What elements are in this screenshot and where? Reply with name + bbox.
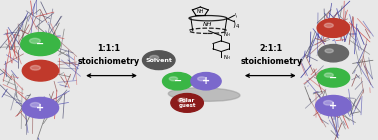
Text: N$_{\mathregular{H}}$: N$_{\mathregular{H}}$ bbox=[223, 30, 231, 39]
Ellipse shape bbox=[21, 33, 60, 56]
Ellipse shape bbox=[168, 88, 240, 101]
Text: −: − bbox=[174, 76, 182, 86]
Text: 2:1:1: 2:1:1 bbox=[260, 44, 283, 53]
Ellipse shape bbox=[169, 77, 178, 81]
Ellipse shape bbox=[22, 60, 59, 81]
Text: −: − bbox=[36, 39, 45, 49]
Ellipse shape bbox=[324, 73, 333, 77]
Text: N$_{\mathregular{H}}$: N$_{\mathregular{H}}$ bbox=[223, 53, 231, 62]
Ellipse shape bbox=[150, 55, 159, 60]
Text: NH: NH bbox=[197, 9, 204, 14]
Text: −: − bbox=[329, 73, 338, 83]
Ellipse shape bbox=[198, 77, 206, 81]
Ellipse shape bbox=[318, 45, 349, 62]
Ellipse shape bbox=[316, 95, 351, 116]
Text: NH: NH bbox=[203, 22, 212, 27]
Text: +: + bbox=[202, 76, 210, 86]
Text: $)_4$: $)_4$ bbox=[232, 18, 240, 31]
Ellipse shape bbox=[325, 49, 333, 53]
Ellipse shape bbox=[317, 68, 350, 87]
Ellipse shape bbox=[22, 97, 59, 118]
Ellipse shape bbox=[30, 66, 40, 70]
Ellipse shape bbox=[30, 103, 40, 107]
Ellipse shape bbox=[191, 73, 221, 90]
Text: +: + bbox=[36, 103, 45, 113]
Text: stoichiometry: stoichiometry bbox=[78, 57, 140, 66]
Ellipse shape bbox=[317, 19, 350, 37]
Ellipse shape bbox=[324, 23, 333, 27]
Ellipse shape bbox=[163, 73, 193, 90]
Text: +: + bbox=[329, 101, 338, 111]
Text: $\backslash$: $\backslash$ bbox=[234, 11, 238, 19]
Text: 1:1:1: 1:1:1 bbox=[98, 44, 120, 53]
Ellipse shape bbox=[29, 38, 40, 43]
Ellipse shape bbox=[143, 51, 175, 70]
Ellipse shape bbox=[178, 98, 187, 102]
Ellipse shape bbox=[324, 101, 333, 105]
Text: stoichiometry: stoichiometry bbox=[240, 57, 302, 66]
Text: Polar
guest: Polar guest bbox=[178, 97, 196, 108]
Ellipse shape bbox=[171, 94, 203, 112]
Text: Solvent: Solvent bbox=[145, 58, 172, 63]
